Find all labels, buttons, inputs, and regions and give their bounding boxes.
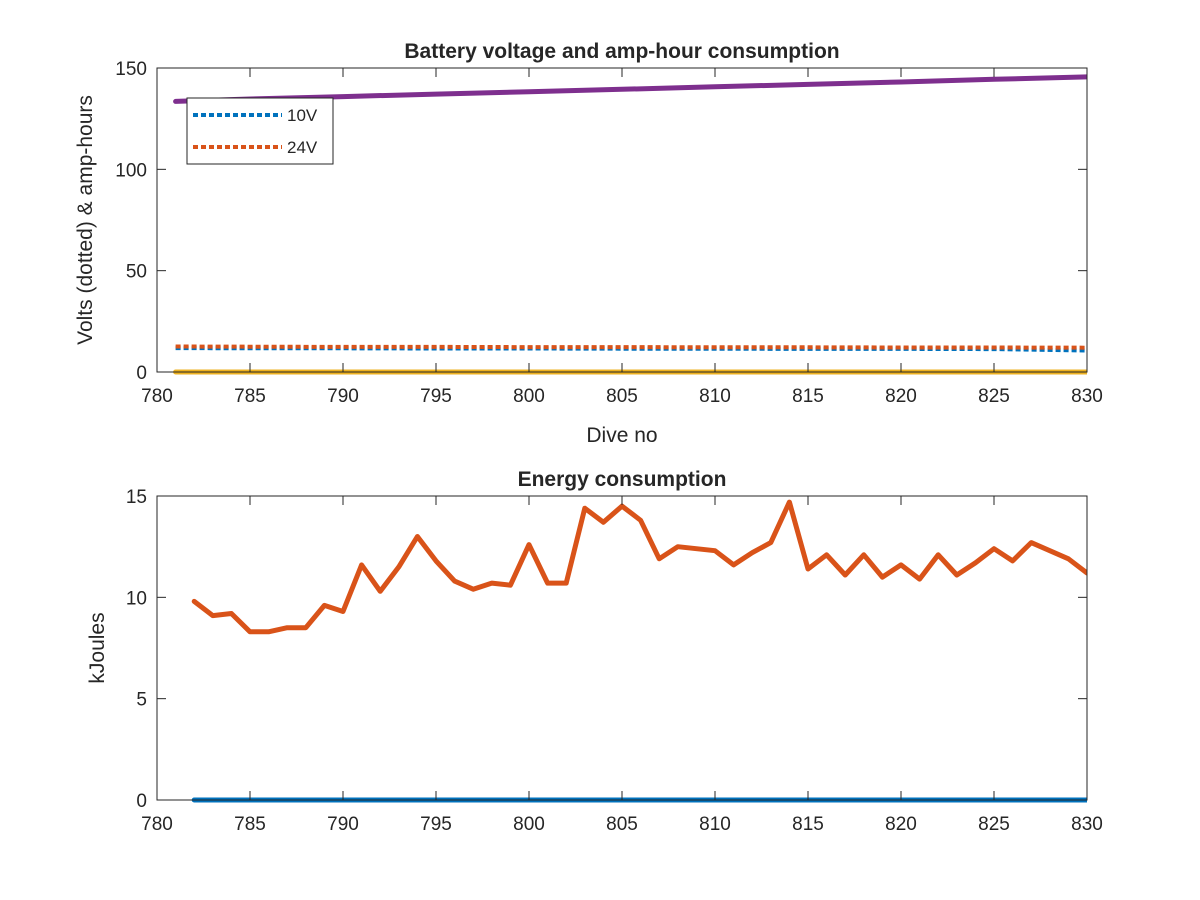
- voltage-series-4-line: [173, 74, 1087, 104]
- voltage-axes: 780 785 790 795 800 805 810 815 820 825 830 0 50 100 1…: [115, 59, 1103, 407]
- energy-y-axis-label: kJoules: [86, 612, 109, 683]
- voltage-x-tick-label-820: 820: [885, 386, 917, 407]
- voltage-x-tick-label-785: 785: [234, 386, 266, 407]
- voltage-y-tick-label-100: 100: [115, 160, 147, 181]
- voltage-chart: 780 785 790 795 800 805 810 815 820 825 830 0 50 100 1…: [74, 40, 1103, 447]
- voltage-y-tick-label-150: 150: [115, 59, 147, 80]
- energy-y-tick-label-5: 5: [136, 690, 147, 711]
- voltage-legend-box: [186, 97, 334, 165]
- voltage-y-tick-label-50: 50: [126, 262, 147, 283]
- voltage-x-axis-label: Dive no: [586, 424, 657, 447]
- voltage-chart-title: Battery voltage and amp-hour consumption: [404, 40, 839, 63]
- voltage-series-24v-line: [175, 344, 1087, 350]
- voltage-legend: 10V 24V: [186, 97, 334, 165]
- voltage-y-axis-label: Volts (dotted) & amp-hours: [74, 95, 97, 345]
- energy-x-tick-label-800: 800: [513, 814, 545, 835]
- energy-chart-title: Energy consumption: [518, 468, 727, 491]
- legend-label-24v: 24V: [287, 138, 318, 157]
- energy-y-tick-label-15: 15: [126, 487, 147, 508]
- voltage-x-tick-label-780: 780: [141, 386, 173, 407]
- energy-x-tick-label-825: 825: [978, 814, 1010, 835]
- energy-x-tick-label-795: 795: [420, 814, 452, 835]
- energy-x-tick-label-820: 820: [885, 814, 917, 835]
- voltage-x-tick-label-810: 810: [699, 386, 731, 407]
- energy-chart: 780 785 790 795 800 805 810 815 820 825 830051015 …: [86, 468, 1103, 835]
- voltage-x-tick-label-825: 825: [978, 386, 1010, 407]
- energy-x-tick-label-780: 780: [141, 814, 173, 835]
- energy-series-2-line: [191, 499, 1087, 635]
- energy-y-tick-label-0: 0: [136, 791, 147, 812]
- voltage-x-tick-label-805: 805: [606, 386, 638, 407]
- voltage-y-tick-label-0: 0: [136, 363, 147, 384]
- voltage-x-tick-label-830: 830: [1071, 386, 1103, 407]
- energy-axes: 780 785 790 795 800 805 810 815 820 825 830 0 5 10 15: [126, 487, 1103, 835]
- voltage-x-tick-label-800: 800: [513, 386, 545, 407]
- energy-x-tick-label-815: 815: [792, 814, 824, 835]
- energy-x-tick-label-805: 805: [606, 814, 638, 835]
- legend-label-10v: 10V: [287, 106, 318, 125]
- energy-y-tick-label-10: 10: [126, 588, 147, 609]
- voltage-x-tick-label-790: 790: [327, 386, 359, 407]
- voltage-x-tick-label-815: 815: [792, 386, 824, 407]
- energy-x-tick-label-785: 785: [234, 814, 266, 835]
- energy-x-tick-label-830: 830: [1071, 814, 1103, 835]
- voltage-x-tick-label-795: 795: [420, 386, 452, 407]
- energy-x-tick-label-810: 810: [699, 814, 731, 835]
- energy-x-tick-label-790: 790: [327, 814, 359, 835]
